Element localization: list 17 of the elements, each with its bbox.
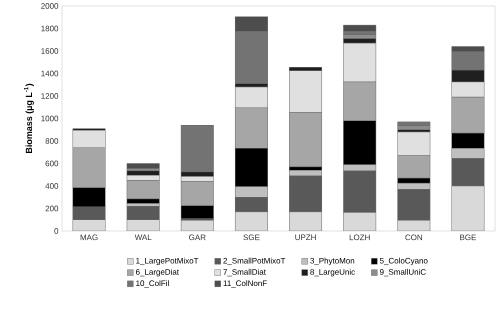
y-axis-title: Biomass (µg L$^{-1}$) [24,84,34,154]
bar [343,212,376,231]
bar [234,212,268,231]
bar [126,220,160,231]
bar [289,212,322,231]
bar [397,122,430,126]
bar [180,125,214,172]
bar [126,163,160,169]
bar [343,24,376,32]
bar [181,220,214,231]
bar [126,206,160,220]
bar [72,220,106,231]
bar [126,170,160,176]
bar [398,220,430,231]
bar [397,126,430,130]
bar [343,34,376,39]
bar [451,186,484,231]
